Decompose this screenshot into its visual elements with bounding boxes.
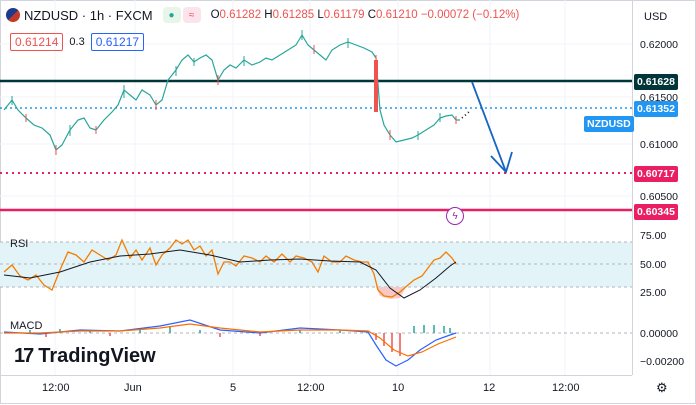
- market-open-icon[interactable]: ●: [162, 7, 181, 23]
- price-label: 0.62000: [640, 39, 678, 51]
- spread-value: 0.3: [69, 36, 85, 48]
- sell-button[interactable]: 0.61214: [10, 33, 64, 51]
- resistance-price-tag: 0.61628: [634, 74, 678, 90]
- price-label: 0.61000: [640, 139, 678, 151]
- time-label: 12:00: [297, 382, 325, 394]
- time-label: 5: [230, 382, 237, 394]
- ohlc-values: O0.61282 H0.61285 L0.61179 C0.61210 −0.0…: [210, 9, 520, 21]
- current-price-tag: 0.61352: [634, 101, 678, 117]
- price-label: 0.60500: [640, 191, 678, 203]
- macd-signal-line: [4, 323, 457, 357]
- currency-flag-icon: [6, 8, 20, 22]
- price-chart[interactable]: [0, 0, 632, 375]
- support-price-tag: 0.60345: [634, 204, 678, 220]
- macd-scale-label: 0.00000: [640, 328, 678, 340]
- tradingview-logo: 17 TradingView: [14, 345, 156, 368]
- symbol-tag: NZDUSD: [584, 116, 634, 132]
- buy-button[interactable]: 0.61217: [90, 33, 145, 51]
- tradingview-logo-text: TradingView: [38, 345, 156, 367]
- candlesticks: [3, 30, 460, 155]
- rsi-scale-label: 75.00: [640, 230, 667, 242]
- legend-pills: ● ≈: [162, 7, 201, 23]
- symbol-label[interactable]: NZDUSD · 1h · FXCM: [24, 7, 153, 23]
- bid-ask-panel: 0.61214 0.3 0.61217: [10, 33, 145, 51]
- rsi-label[interactable]: RSI: [10, 238, 29, 250]
- chart-legend: NZDUSD · 1h · FXCM ● ≈ O0.61282 H0.61285…: [6, 7, 519, 23]
- time-label: 12:00: [42, 382, 70, 394]
- time-label: 10: [392, 382, 405, 394]
- wave-icon[interactable]: ≈: [182, 7, 201, 23]
- rsi-ma-line: [3, 249, 457, 299]
- flash-icon[interactable]: ϟ: [446, 207, 464, 225]
- chart-area[interactable]: NZDUSD · 1h · FXCM ● ≈ O0.61282 H0.61285…: [0, 0, 632, 375]
- projection-arrow[interactable]: [461, 81, 513, 174]
- rsi-scale-label: 50.00: [640, 259, 667, 271]
- tradingview-logo-icon: 17: [14, 345, 34, 367]
- rsi-band: [0, 242, 632, 287]
- time-label: Jun: [124, 382, 142, 394]
- time-label: 12:00: [552, 382, 580, 394]
- time-label: 12: [483, 382, 496, 394]
- time-axis[interactable]: [0, 375, 632, 405]
- currency-selector[interactable]: USD: [644, 11, 668, 23]
- macd-label[interactable]: MACD: [10, 320, 43, 332]
- settings-icon[interactable]: ⚙: [656, 380, 668, 395]
- rsi-line: [3, 238, 457, 298]
- rsi-scale-label: 25.00: [640, 287, 667, 299]
- price-scale[interactable]: [632, 0, 696, 375]
- target-price-tag: 0.60717: [634, 166, 678, 182]
- macd-scale-label: −0.00200: [640, 356, 685, 368]
